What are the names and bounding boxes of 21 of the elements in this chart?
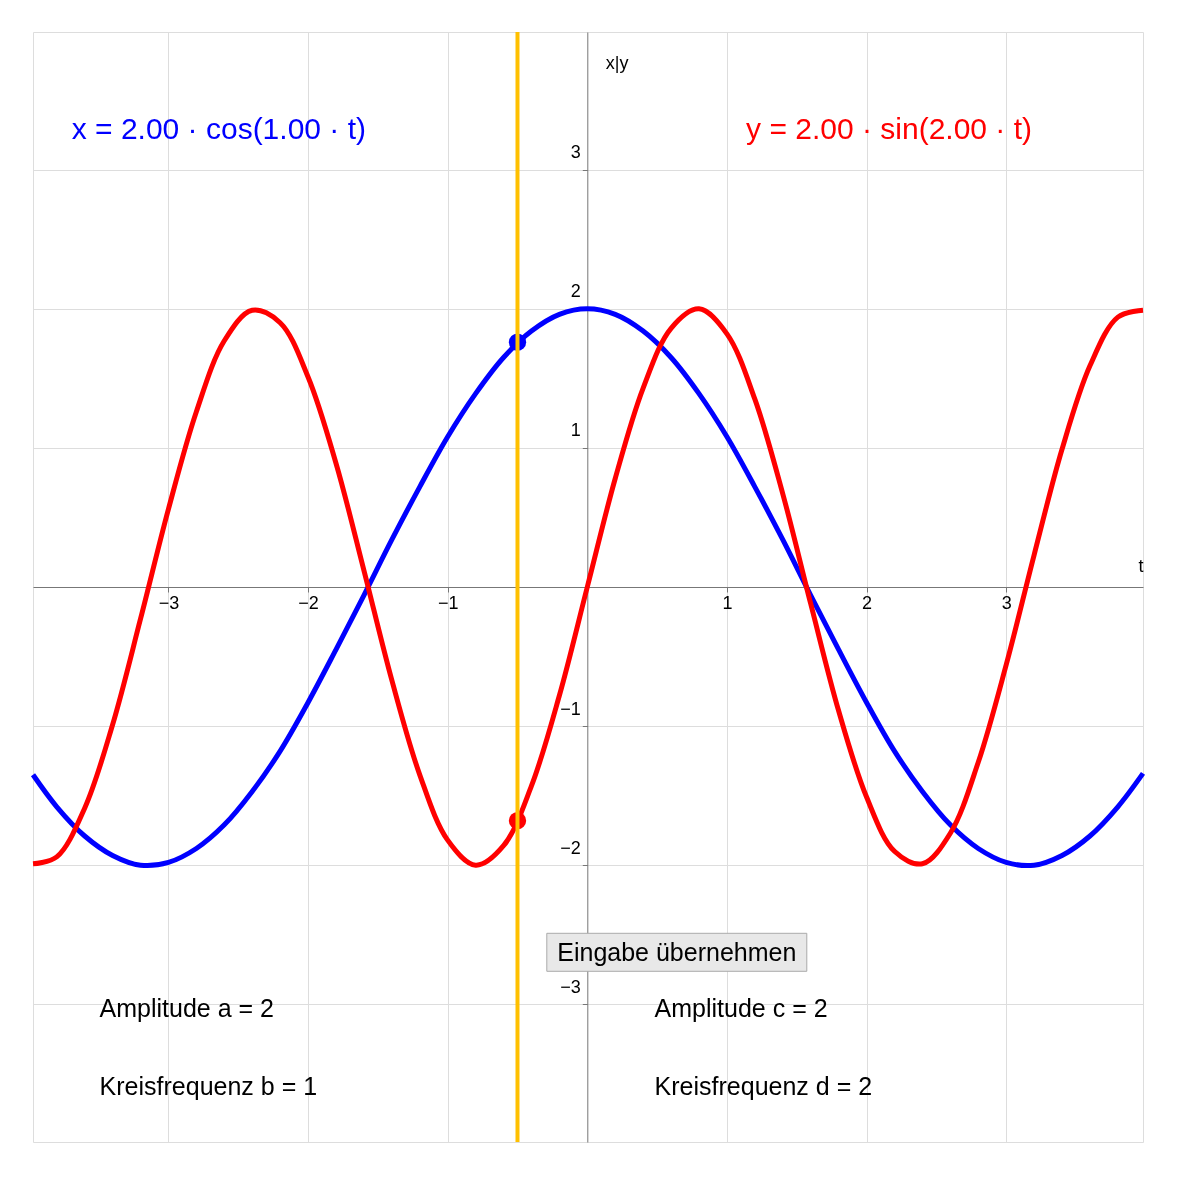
y-tick-label: 2 (570, 281, 581, 302)
y-tick-label: −1 (560, 698, 581, 719)
x-axis-title: t (1138, 555, 1144, 576)
x-tick-label: 3 (1001, 592, 1012, 613)
x-tick-label: −2 (298, 592, 319, 613)
y-tick-label: 3 (570, 142, 581, 163)
annotation: Amplitude c = 2 (654, 993, 828, 1022)
x-tick-label: 1 (722, 592, 733, 613)
y-tick-label: −2 (560, 837, 581, 858)
annotation: Kreisfrequenz b = 1 (99, 1071, 318, 1100)
annotation: Amplitude a = 2 (99, 993, 275, 1022)
y-axis-title: x|y (605, 52, 629, 73)
y-tick-label: −3 (560, 976, 581, 997)
x-tick-label: −1 (437, 592, 459, 613)
annotation: Kreisfrequenz d = 2 (654, 1071, 873, 1100)
x-tick-label: −3 (158, 592, 180, 613)
y-tick-label: 1 (570, 420, 581, 441)
x-tick-label: 2 (862, 592, 873, 613)
annotation: Eingabe übernehmen (557, 938, 797, 967)
text: y = 2.00 · sin(2.00 · t) (746, 112, 1032, 145)
text: x = 2.00 · cos(1.00 · t) (71, 112, 366, 145)
